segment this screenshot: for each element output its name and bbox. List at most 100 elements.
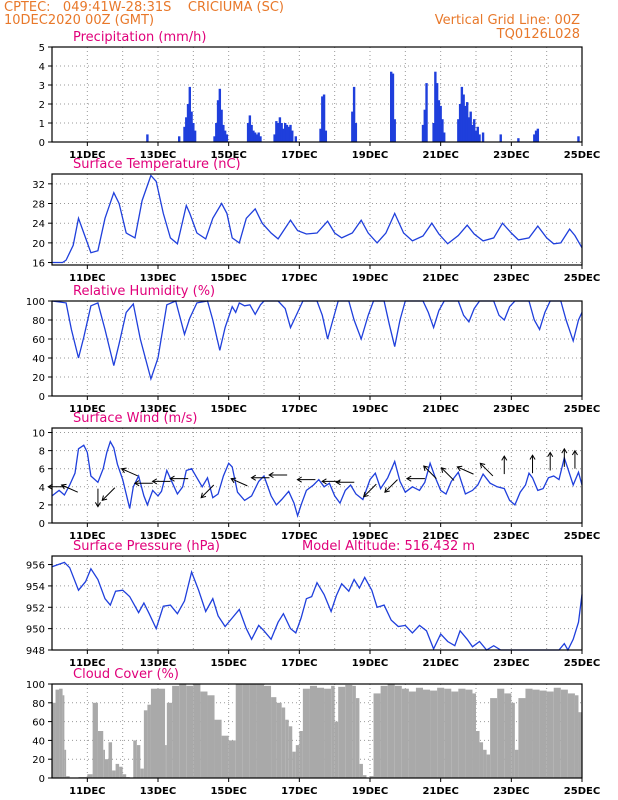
temp-series-line <box>52 174 583 264</box>
cloud-bar <box>133 740 137 778</box>
precip-bar <box>253 132 257 142</box>
cloud-bar <box>567 693 575 778</box>
cloud-bar <box>166 702 173 778</box>
precip-bar <box>469 111 472 142</box>
precip-bar <box>246 123 250 142</box>
ytick-label: 80 <box>32 699 45 710</box>
precip-bar <box>534 130 538 142</box>
ytick-label: 100 <box>26 297 45 308</box>
panel-title: Surface Temperature (nC) <box>73 157 241 172</box>
cloud-bar <box>193 684 201 778</box>
model-altitude: Model Altitude: 516.432 m <box>302 539 475 554</box>
wind-arrowhead <box>440 467 447 473</box>
cloud-bar <box>309 685 317 778</box>
precip-bar <box>294 136 297 142</box>
cloud-bar <box>221 735 229 778</box>
precip-bar <box>435 83 439 142</box>
precip-bar <box>291 130 294 142</box>
xtick-label: 19DEC <box>352 786 388 797</box>
xtick-label: 25DEC <box>564 786 600 797</box>
wind-arrowhead <box>571 449 578 456</box>
xtick-label: 15DEC <box>210 531 246 542</box>
wind-arrowhead <box>250 474 257 481</box>
precip-bar <box>391 73 395 142</box>
cloud-bar <box>119 766 123 778</box>
xtick-label: 19DEC <box>352 150 388 161</box>
cloud-bar <box>105 759 109 778</box>
precip-bar <box>437 100 441 142</box>
cloud-bar <box>334 721 339 778</box>
ytick-label: 32 <box>32 180 45 191</box>
xtick-label: 11DEC <box>69 273 105 284</box>
cloud-bar <box>387 684 395 778</box>
precip-bar <box>319 128 322 142</box>
cloud-bar <box>59 688 63 778</box>
cloud-bar <box>578 712 582 778</box>
xtick-label: 23DEC <box>493 273 529 284</box>
wind-arrow <box>479 462 494 477</box>
wind-arrowhead <box>479 462 486 469</box>
cloud-bar <box>122 774 127 778</box>
precip-bar <box>390 71 393 142</box>
run-date: 10DEC2020 00Z (GMT) <box>4 13 155 28</box>
precip-bar <box>213 136 216 142</box>
wind-arrowhead <box>501 455 508 461</box>
xtick-label: 21DEC <box>422 404 458 415</box>
panel-title: Precipitation (mm/h) <box>73 30 206 45</box>
precip-bar <box>280 123 283 142</box>
ytick-label: 5 <box>39 43 45 54</box>
station-title: CPTEC: 049:41W-28:31S CRICIUMA (SC) <box>4 0 285 15</box>
precip-bar <box>223 130 227 142</box>
xtick-label: 25DEC <box>564 658 600 669</box>
cloud-bar <box>140 768 144 778</box>
cloud-bar <box>66 776 70 778</box>
precip-bar <box>439 105 442 142</box>
precip-bar <box>474 130 478 142</box>
xtick-label: 21DEC <box>422 150 458 161</box>
cloud-bar <box>292 751 296 778</box>
wind-arrowhead <box>384 487 390 493</box>
grid-line-note: Vertical Grid Line: 00Z <box>434 13 580 28</box>
precip-bar <box>218 88 222 142</box>
cloud-bar <box>214 719 222 778</box>
cloud-bar <box>165 745 167 778</box>
wind-arrowhead <box>529 454 536 460</box>
cloud-bar <box>472 693 476 778</box>
ytick-label: 948 <box>26 646 45 657</box>
ytick-label: 10 <box>32 429 45 440</box>
precip-bar <box>425 83 428 142</box>
cloud-bar <box>324 688 332 778</box>
panel-precip: 0 1 2 3 4 5 11DEC 13DEC 15DEC 17DEC 19DEC 21DEC 23DE… <box>39 30 601 161</box>
cloud-bar <box>249 684 257 778</box>
ytick-label: 20 <box>32 239 45 250</box>
panel-frame <box>51 555 583 651</box>
wind-arrow <box>384 479 398 493</box>
cloud-bar <box>574 695 579 778</box>
ytick-label: 100 <box>26 680 45 691</box>
cloud-bar <box>553 687 561 778</box>
precip-bar <box>473 119 476 142</box>
xtick-label: 11DEC <box>69 404 105 415</box>
cloud-bar <box>511 702 515 778</box>
cloud-bar <box>476 731 480 778</box>
xtick-label: 15DEC <box>210 150 246 161</box>
cloud-bar <box>207 695 215 778</box>
xtick-label: 13DEC <box>140 404 176 415</box>
xtick-label: 21DEC <box>422 531 458 542</box>
cloud-bar <box>242 684 250 778</box>
cloud-bar <box>281 707 286 778</box>
ytick-label: 20 <box>32 373 45 384</box>
cloud-bar <box>64 749 67 778</box>
precip-bar <box>284 123 287 142</box>
cloud-bar <box>490 698 498 778</box>
xtick-label: 19DEC <box>352 658 388 669</box>
cloud-bar <box>172 685 180 778</box>
cloud-bar <box>430 690 438 778</box>
panel-frame <box>51 173 583 266</box>
precip-bar <box>443 132 446 142</box>
precip-bar <box>257 132 260 142</box>
xtick-label: 17DEC <box>281 150 317 161</box>
rh-series-line <box>51 300 583 382</box>
cloud-bar <box>359 763 363 778</box>
precip-bar <box>183 126 186 142</box>
